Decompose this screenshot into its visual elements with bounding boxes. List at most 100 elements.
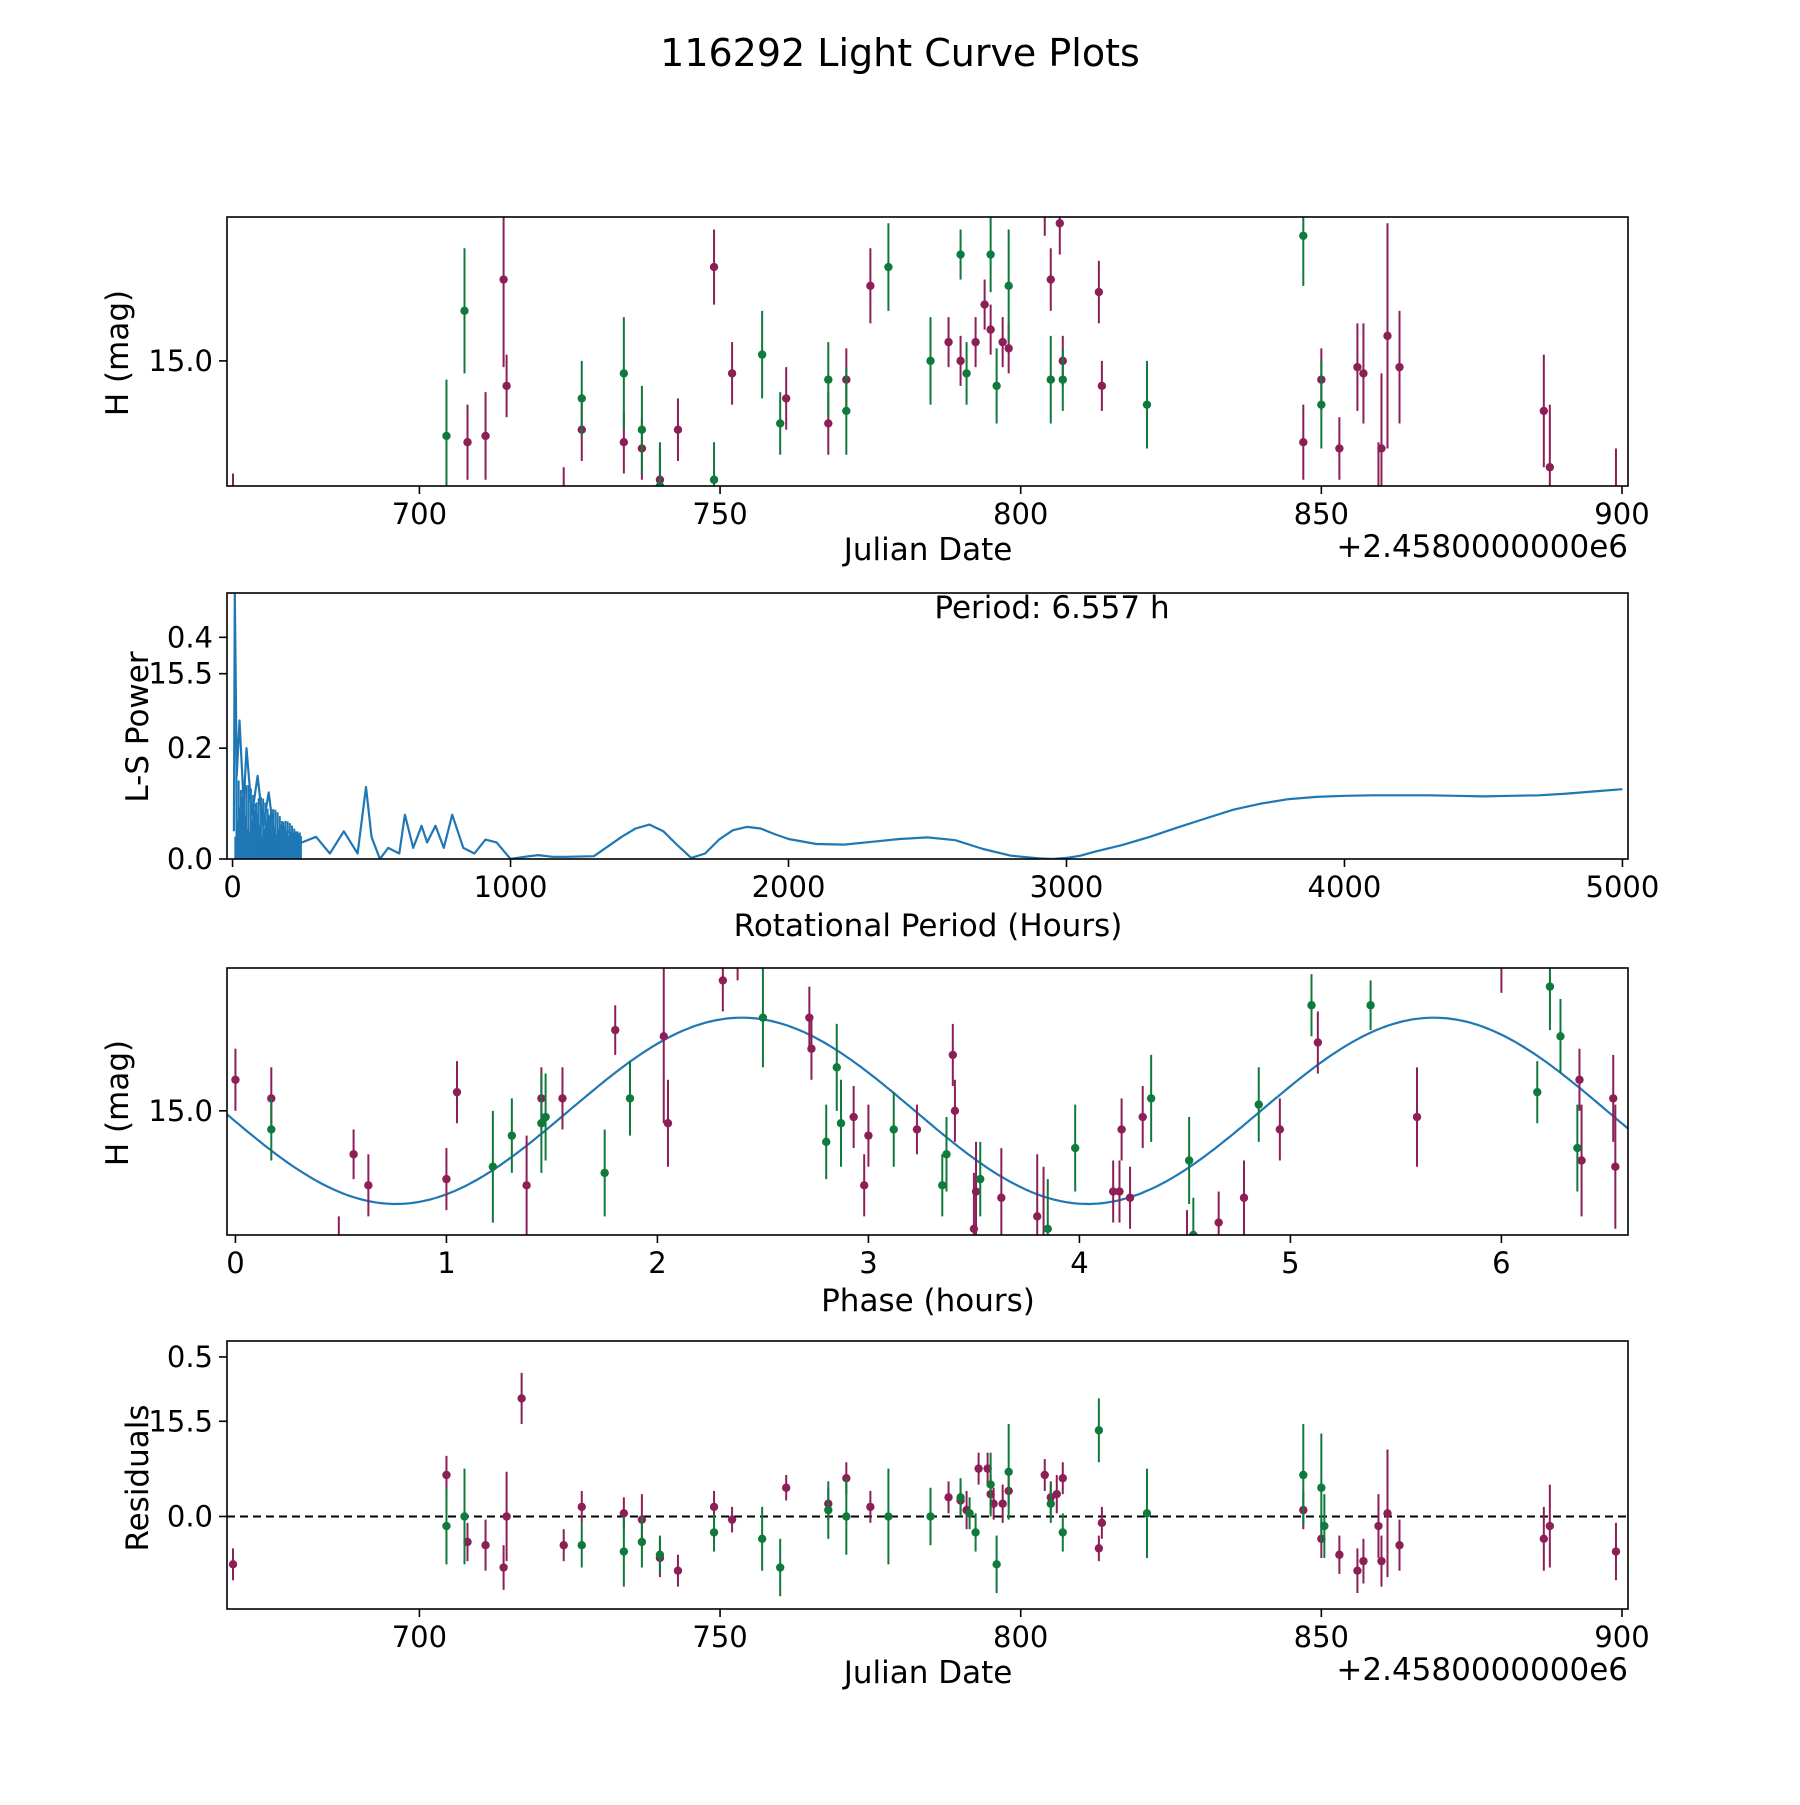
lightcurve-point-r <box>781 394 791 403</box>
residuals-point-r <box>1359 1556 1368 1566</box>
residuals-point-r <box>619 1509 629 1518</box>
residuals-point-g <box>884 1512 893 1521</box>
lightcurve-plot-area <box>232 217 1617 486</box>
phased-ylabel: H (mag) <box>100 1040 136 1166</box>
lightcurve-point-g <box>962 369 971 378</box>
phased-point-r <box>1611 1162 1620 1171</box>
residuals-point-g <box>709 1528 719 1537</box>
lightcurve-point-g <box>442 431 451 441</box>
lightcurve-point-g <box>992 381 1001 391</box>
residuals-point-r <box>499 1563 508 1572</box>
residuals-point-r <box>1097 1518 1107 1528</box>
phased-point-r <box>971 1187 981 1196</box>
lightcurve-point-r <box>1335 444 1344 453</box>
phased-point-r <box>1577 1156 1586 1165</box>
phased-xtick-label: 5 <box>1281 1246 1299 1280</box>
residuals-point-g <box>1142 1509 1152 1518</box>
residuals-point-g <box>965 1509 974 1518</box>
residuals-point-g <box>1046 1499 1055 1508</box>
lightcurve-point-g <box>757 350 767 359</box>
residuals-point-r <box>866 1502 875 1512</box>
lightcurve-point-g <box>577 394 586 403</box>
residuals-point-r <box>727 1515 737 1524</box>
lightcurve-point-r <box>866 281 875 291</box>
panel-periodogram: Period: 6.557 h Rotational Period (Hours… <box>120 590 1659 944</box>
residuals-point-r <box>709 1502 719 1512</box>
residuals-point-g <box>986 1480 995 1489</box>
panel-phased: Phase (hours) H (mag) 0 1 2 3 4 5 6 15.0 15.5 <box>100 967 1629 1438</box>
residuals-point-r <box>781 1483 791 1492</box>
residuals-ytick-label: 0.5 <box>167 1340 213 1374</box>
lightcurve-xtick-label: 800 <box>993 497 1048 531</box>
phased-xtick-label: 1 <box>437 1246 455 1280</box>
residuals-plot-area <box>227 1372 1628 1597</box>
residuals-point-r <box>1094 1544 1104 1553</box>
phased-point-r <box>522 1181 531 1190</box>
phased-point-g <box>1070 1143 1080 1153</box>
lightcurve-point-g <box>460 306 469 316</box>
residuals-point-r <box>1335 1550 1344 1559</box>
residuals-point-g <box>1299 1470 1308 1480</box>
residuals-point-r <box>1058 1473 1067 1483</box>
lightcurve-xtick-label: 850 <box>1294 497 1349 531</box>
phased-point-r <box>1108 1187 1118 1196</box>
residuals-xtick-label: 750 <box>692 1620 747 1654</box>
phased-point-r <box>1313 1038 1323 1047</box>
lightcurve-point-r <box>727 369 737 378</box>
lightcurve-point-r <box>824 419 833 428</box>
lightcurve-x-offset: +2.4580000000e6 <box>1336 529 1628 565</box>
residuals-point-r <box>1377 1556 1386 1566</box>
phased-point-g <box>625 1094 635 1103</box>
phased-xtick-label: 0 <box>226 1246 244 1280</box>
panel-residuals: Julian Date Residuals +2.4580000000e6 70… <box>120 1340 1650 1691</box>
lightcurve-point-r <box>499 275 508 284</box>
lightcurve-xtick-label: 900 <box>1594 497 1649 531</box>
phased-point-g <box>942 1150 951 1159</box>
periodogram-xtick-label: 4000 <box>1308 870 1382 904</box>
residuals-xtick-label: 800 <box>993 1620 1048 1654</box>
phased-point-r <box>364 1181 373 1190</box>
lightcurve-point-r <box>998 337 1007 347</box>
lightcurve-ytick-label: 15.0 <box>148 344 213 378</box>
residuals-point-g <box>577 1540 586 1550</box>
lightcurve-point-g <box>637 425 647 434</box>
phased-point-g <box>488 1162 498 1171</box>
phased-xtick-label: 6 <box>1492 1246 1510 1280</box>
periodogram-ytick-label: 0.0 <box>167 842 213 876</box>
lightcurve-point-g <box>1317 400 1326 409</box>
phased-point-g <box>836 1119 846 1128</box>
residuals-xlabel: Julian Date <box>842 1655 1013 1691</box>
lightcurve-point-r <box>1004 344 1013 353</box>
lightcurve-point-r <box>1299 438 1308 447</box>
phased-plot-area <box>227 968 1628 1235</box>
periodogram-xtick-label: 3000 <box>1030 870 1104 904</box>
phased-point-r <box>950 1106 960 1116</box>
residuals-point-r <box>442 1470 451 1480</box>
lightcurve-xtick-label: 750 <box>692 497 747 531</box>
residuals-point-r <box>1395 1540 1404 1550</box>
phased-point-r <box>663 1119 673 1128</box>
phased-point-r <box>1115 1187 1124 1196</box>
periodogram-ylabel: L-S Power <box>120 651 156 802</box>
phased-point-g <box>822 1137 831 1147</box>
residuals-point-g <box>1317 1483 1326 1492</box>
lightcurve-xlabel: Julian Date <box>842 532 1013 568</box>
lightcurve-point-r <box>1055 219 1064 228</box>
residuals-point-g <box>757 1534 767 1544</box>
lightcurve-point-g <box>1142 400 1152 409</box>
phased-ytick-label: 15.5 <box>148 1404 213 1438</box>
residuals-point-g <box>971 1528 980 1537</box>
lightcurve-point-r <box>1545 463 1555 472</box>
residuals-point-g <box>1094 1426 1104 1435</box>
lightcurve-point-g <box>1058 375 1067 384</box>
residuals-point-r <box>577 1502 586 1512</box>
lightcurve-point-g <box>1046 375 1055 384</box>
periodogram-ytick-label: 0.2 <box>167 731 213 765</box>
residuals-point-g <box>1058 1528 1067 1537</box>
phased-point-g <box>541 1112 550 1122</box>
residuals-point-g <box>926 1512 935 1521</box>
residuals-point-r <box>1052 1489 1061 1499</box>
lightcurve-point-r <box>1395 362 1404 372</box>
phased-point-r <box>807 1044 816 1053</box>
residuals-point-r <box>228 1560 238 1569</box>
